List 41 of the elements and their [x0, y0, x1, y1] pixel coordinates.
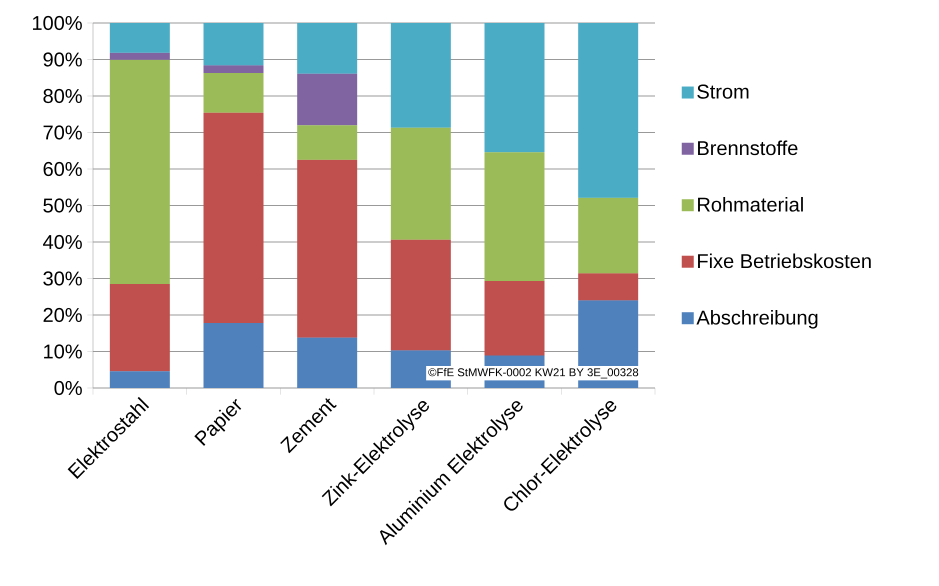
- y-tick-label: 80%: [43, 88, 82, 104]
- bar: [204, 65, 264, 74]
- bar: [484, 152, 545, 282]
- bar: [578, 198, 638, 274]
- bar: [110, 284, 170, 372]
- annotation: ©FfE StMWFK-0002 KW21 BY 3E_00328: [428, 368, 638, 378]
- legend-label: Abschreibung: [696, 310, 818, 329]
- bar: [110, 60, 170, 284]
- y-tick-label: 70%: [44, 125, 82, 140]
- y-tick-label: 60%: [44, 162, 82, 176]
- bar: [484, 281, 545, 356]
- legend-label: Brennstoffe: [698, 140, 798, 156]
- bar: [110, 371, 170, 388]
- bar: [204, 323, 264, 388]
- bar: [390, 22, 451, 128]
- bar: [204, 112, 264, 324]
- y-tick-label: 20%: [44, 308, 82, 322]
- bar: [297, 74, 358, 126]
- y-tick-label: 90%: [44, 52, 82, 67]
- y-tick-label: 0%: [54, 380, 82, 396]
- bar: [297, 338, 358, 388]
- y-tick-label: 10%: [44, 344, 82, 359]
- y-tick-label: 100%: [32, 16, 82, 30]
- bar: [390, 240, 451, 350]
- legend-label: Rohmaterial: [698, 196, 803, 212]
- y-tick-label: 30%: [43, 271, 82, 286]
- y-tick-label: 50%: [43, 198, 82, 213]
- bar: [110, 52, 170, 60]
- bar: [297, 160, 358, 338]
- bar: [297, 22, 358, 74]
- bar: [578, 22, 638, 198]
- bar: [578, 273, 638, 300]
- y-tick-label: 40%: [43, 234, 82, 250]
- bar: [204, 73, 264, 113]
- bar: [297, 125, 358, 160]
- legend-label: Fixe Betriebskosten: [698, 253, 871, 268]
- bar: [484, 22, 545, 152]
- bar: [390, 128, 451, 240]
- legend-label: Strom: [697, 84, 748, 99]
- bar: [204, 22, 264, 66]
- bar: [110, 22, 170, 53]
